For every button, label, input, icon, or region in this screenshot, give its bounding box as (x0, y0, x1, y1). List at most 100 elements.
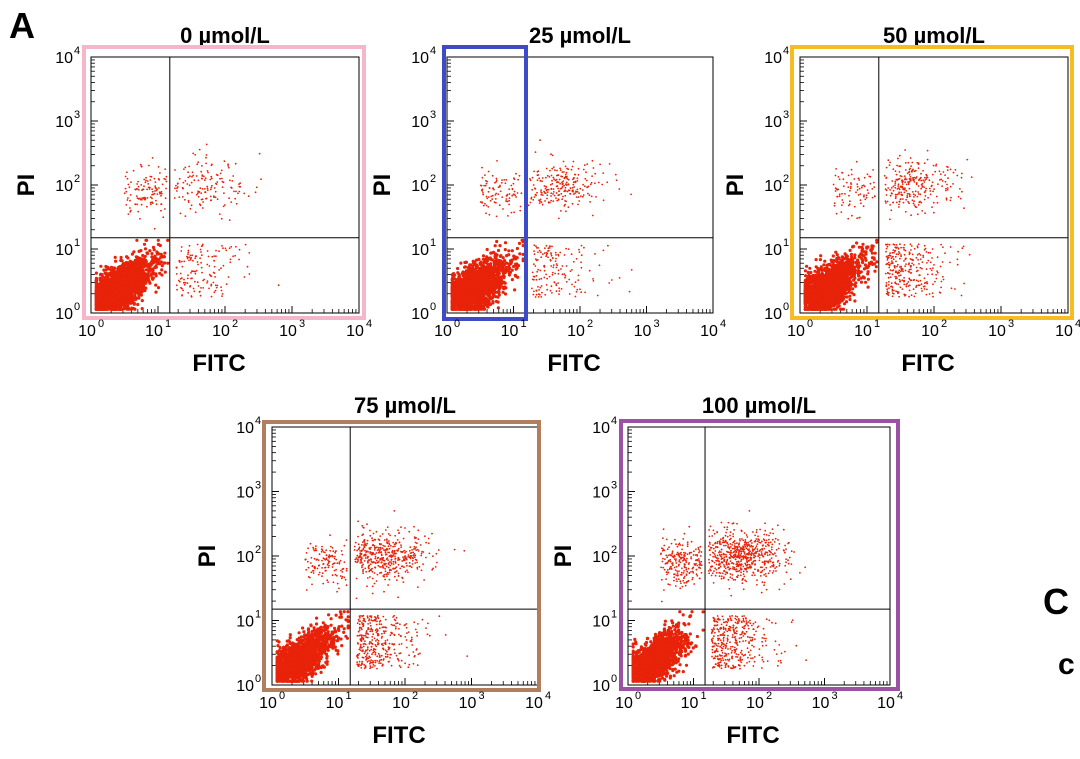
data-point (144, 268, 148, 272)
data-point (578, 200, 581, 202)
data-point (119, 255, 123, 260)
data-point (151, 157, 154, 159)
data-point (591, 175, 593, 178)
data-point (544, 187, 547, 190)
data-point (184, 180, 187, 182)
data-point (146, 262, 150, 266)
data-point (540, 296, 543, 298)
data-point (550, 153, 552, 156)
data-point (181, 196, 184, 198)
data-point (196, 243, 199, 246)
data-point (113, 255, 117, 259)
data-point (124, 277, 128, 281)
data-point (565, 181, 568, 184)
data-point (184, 198, 186, 201)
data-point (104, 298, 108, 302)
data-point (577, 167, 580, 170)
data-point (186, 255, 188, 258)
data-point (139, 293, 143, 297)
data-point (615, 179, 618, 182)
data-point (546, 277, 549, 280)
data-point (159, 192, 162, 195)
data-point (602, 249, 605, 252)
data-point (552, 264, 555, 266)
data-point (191, 171, 194, 174)
data-point (204, 191, 207, 194)
data-point (477, 307, 481, 311)
data-point (234, 197, 237, 200)
data-point (187, 292, 190, 294)
data-point (534, 265, 537, 267)
data-point (140, 299, 144, 303)
data-point (230, 201, 233, 204)
data-point (143, 247, 148, 251)
data-point (140, 184, 143, 186)
data-point (215, 249, 217, 252)
data-point (137, 263, 141, 267)
data-point (116, 267, 121, 271)
data-point (95, 288, 99, 292)
data-point (137, 185, 140, 188)
data-point (220, 286, 223, 288)
data-point (151, 201, 153, 204)
y-tick-exponent: 3 (74, 109, 80, 121)
data-point (187, 201, 190, 204)
data-point (179, 212, 182, 215)
data-point (487, 170, 490, 173)
data-point (544, 293, 547, 296)
data-point (550, 174, 553, 177)
data-point (165, 175, 168, 178)
data-point (540, 285, 543, 287)
data-point (558, 178, 561, 181)
data-point (533, 244, 536, 247)
data-point (539, 269, 542, 272)
data-point (551, 271, 554, 274)
data-point (144, 274, 148, 278)
data-point (181, 277, 183, 279)
data-point (180, 286, 182, 289)
data-point (195, 269, 198, 272)
data-point (228, 247, 231, 250)
data-point (579, 187, 582, 190)
data-point (156, 286, 161, 290)
data-point (547, 201, 550, 204)
data-point (160, 264, 164, 268)
data-point (534, 151, 537, 154)
data-point (549, 289, 552, 292)
data-point (99, 272, 103, 276)
data-point (450, 296, 454, 300)
data-point (225, 249, 228, 252)
data-point (158, 178, 161, 181)
data-point (498, 185, 501, 188)
data-point (222, 205, 225, 208)
data-point (533, 250, 535, 253)
data-point (155, 189, 158, 192)
data-point (219, 177, 221, 180)
data-point (606, 181, 609, 184)
data-point (148, 281, 152, 285)
data-point (151, 190, 154, 193)
panel-letter-c-partial: c (1058, 648, 1075, 681)
data-point (530, 196, 533, 199)
data-point (514, 257, 518, 261)
data-point (205, 143, 208, 146)
data-point (485, 195, 488, 198)
data-point (126, 199, 129, 201)
data-point (151, 197, 153, 200)
data-point (104, 279, 108, 283)
data-point (150, 272, 154, 276)
data-point (193, 290, 196, 293)
data-point (210, 295, 213, 298)
data-point (161, 183, 164, 186)
data-point (220, 177, 223, 180)
data-point (573, 285, 576, 288)
data-point (571, 186, 574, 189)
data-point (129, 207, 131, 209)
data-point (574, 295, 577, 298)
data-point (223, 192, 225, 195)
data-point (574, 281, 577, 284)
data-point (569, 270, 572, 272)
data-point (214, 190, 217, 193)
data-point (139, 257, 143, 261)
